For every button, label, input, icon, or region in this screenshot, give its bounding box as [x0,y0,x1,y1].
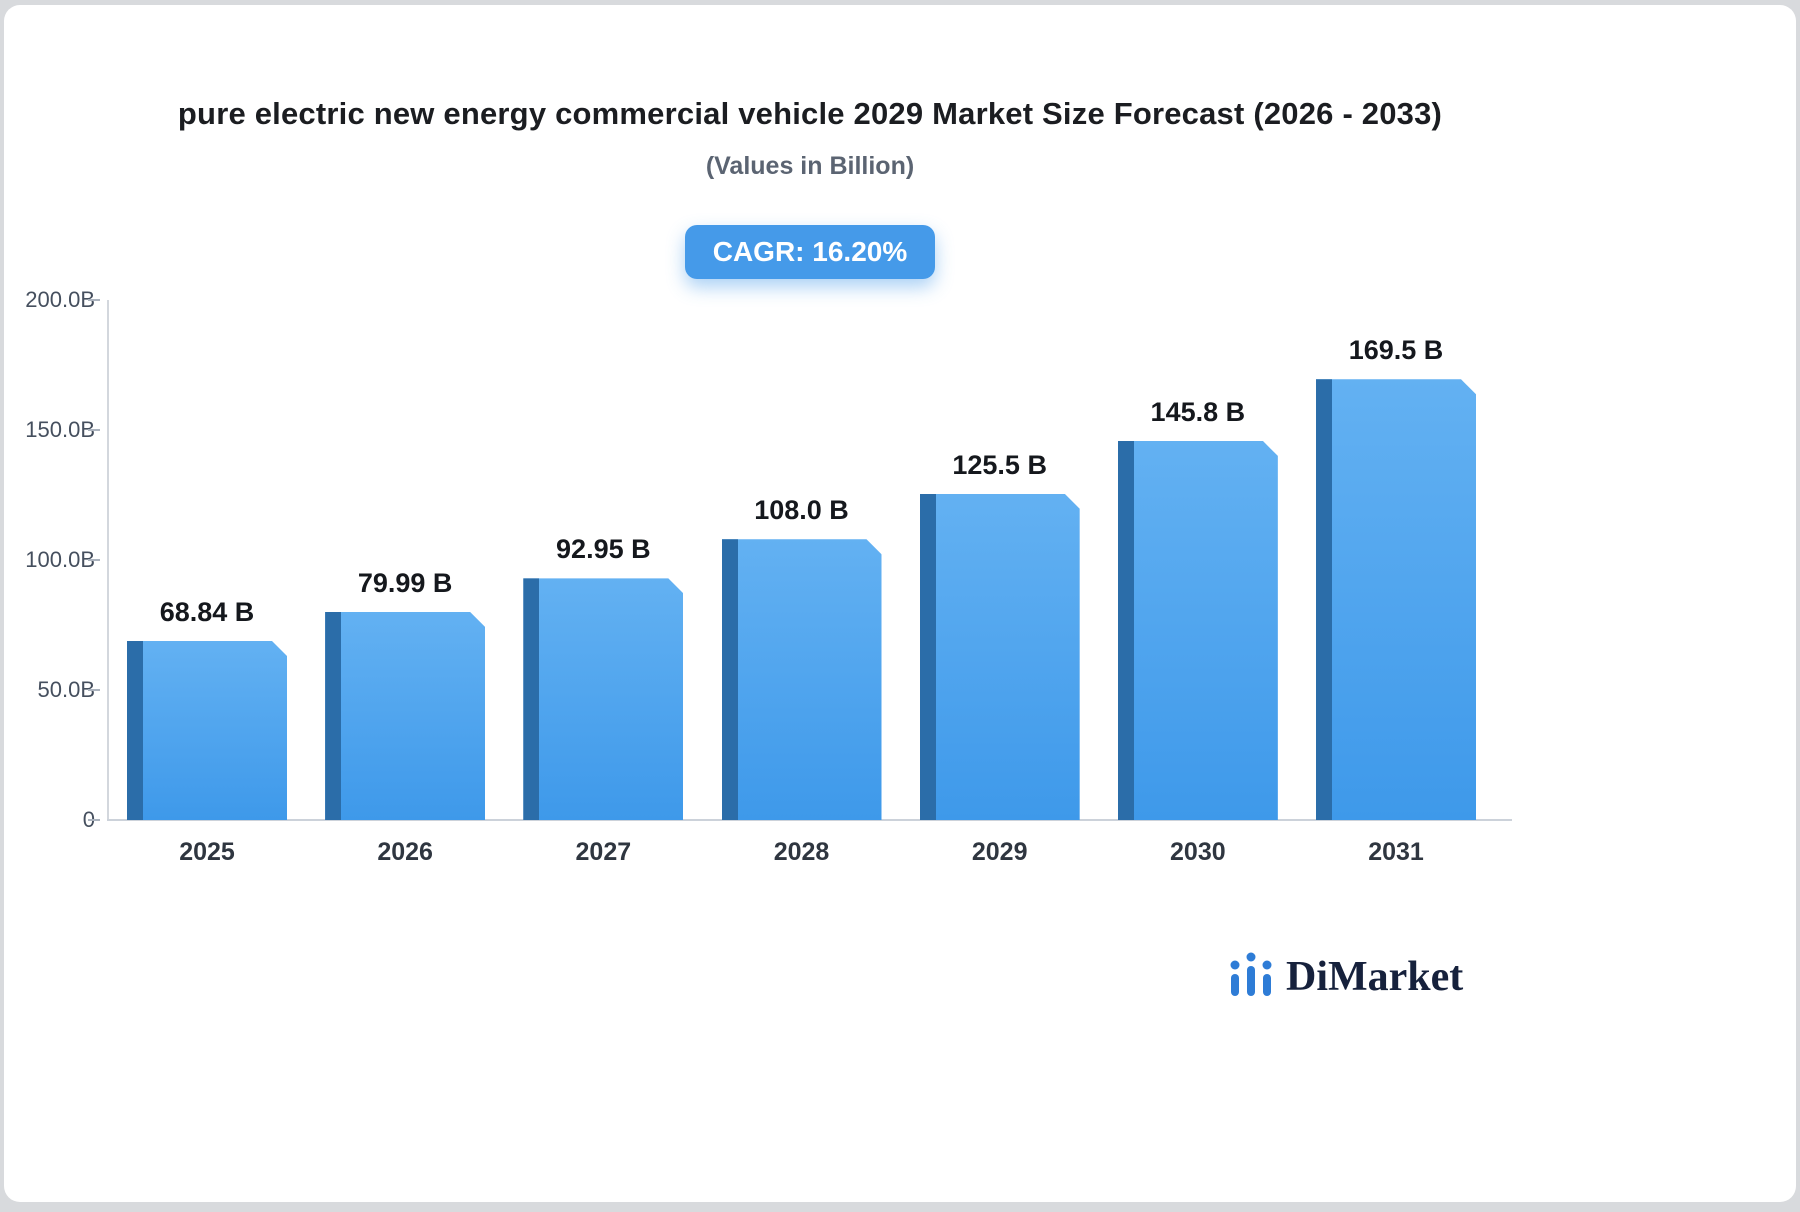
y-tick-label: 100.0B [25,547,95,572]
y-tick-label: 150.0B [25,417,95,442]
cagr-badge: CAGR: 16.20% [684,225,936,279]
bar-side-face [722,539,738,820]
bar-side-face [1316,379,1332,820]
brand-name: DiMarket [1286,954,1464,1000]
y-tick-mark [88,819,100,821]
chart-heading: pure electric new energy commercial vehi… [30,92,1590,181]
bar-2027 [523,578,683,820]
bar-2030 [1118,441,1278,820]
y-tick-mark [88,299,100,301]
brand-logo: DiMarket [1228,948,1463,1003]
bar-2028 [722,539,882,820]
y-tick-label: 0 [82,807,95,832]
bar-value-label: 108.0 B [754,495,849,526]
y-axis-line [107,300,109,820]
bar-2031 [1316,379,1476,820]
bar-value-label: 79.99 B [357,568,453,599]
x-axis-label: 2030 [1170,838,1226,866]
bar-2029 [920,494,1080,820]
bar-side-face [523,578,539,820]
bar-side-face [920,494,936,820]
bar-value-label: 92.95 B [556,534,651,565]
chart-card [4,5,1796,1202]
y-tick-mark [88,429,100,431]
y-tick-label: 50.0B [37,677,96,702]
bar-side-face [325,612,341,820]
x-axis-label: 2027 [575,838,632,866]
bar-2025 [127,641,287,820]
x-axis-label: 2029 [971,838,1028,866]
y-tick-mark [88,559,100,561]
bar-value-label: 145.8 B [1150,396,1246,427]
x-axis-line [107,819,1512,821]
bar-value-label: 169.5 B [1348,335,1444,366]
chart-subtitle: (Values in Billion) [705,152,915,180]
y-tick-mark [88,689,100,691]
x-axis-label: 2025 [179,838,235,866]
y-tick-label: 200.0B [25,287,95,312]
x-axis-label: 2031 [1368,838,1424,866]
x-axis-label: 2026 [377,838,433,866]
dimarket-bars-icon [1228,948,1274,1003]
cagr-badge-wrap: CAGR: 16.20% [30,225,1590,279]
bar-value-label: 68.84 B [159,597,255,628]
bar-value-label: 125.5 B [952,449,1047,480]
x-axis-label: 2028 [773,838,830,866]
bar-2026 [325,612,485,820]
chart-title: pure electric new energy commercial vehi… [177,96,1443,131]
bar-side-face [1118,441,1134,820]
bar-side-face [127,641,143,820]
